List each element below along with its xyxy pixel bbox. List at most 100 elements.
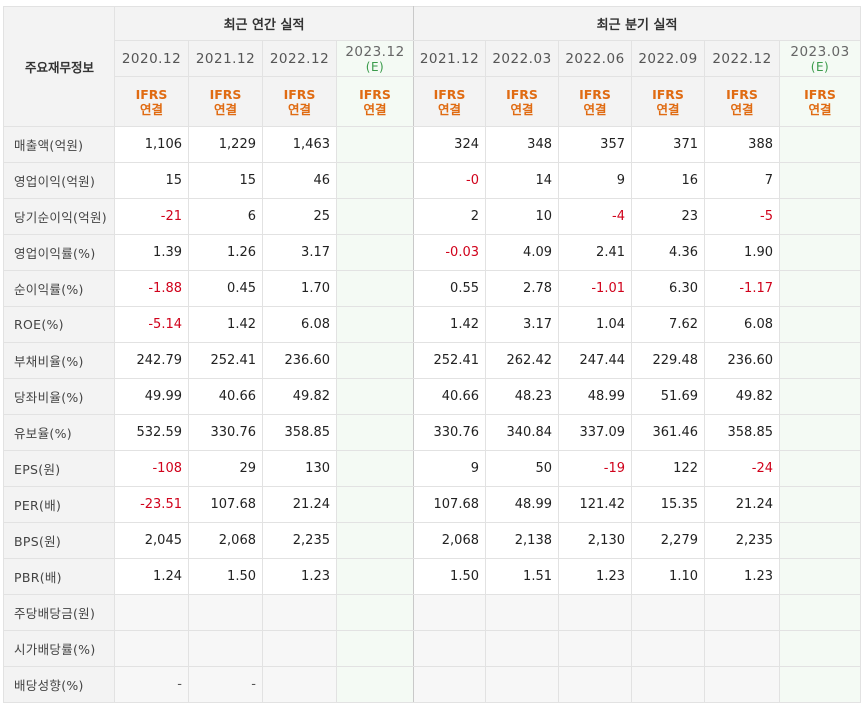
value-cell: -5: [704, 198, 780, 235]
value-cell: [262, 666, 337, 703]
basis-standard: IFRS: [579, 86, 611, 102]
value-cell: 49.99: [114, 378, 189, 415]
value-cell: 1.10: [631, 558, 705, 595]
value-cell: 337.09: [558, 414, 632, 451]
period-year: 2020.12: [121, 50, 182, 67]
value-cell: [778, 378, 862, 415]
period-header: 2023.12 (E): [336, 40, 414, 77]
table-row: PER(배) -23.51 107.68 21.24 107.68 48.99 121.42…: [3, 486, 862, 523]
value-cell: [704, 666, 780, 703]
value-cell: 15.35: [631, 486, 705, 523]
value-cell: -0.03: [413, 234, 486, 271]
value-cell: 361.46: [631, 414, 705, 451]
value-cell: 236.60: [704, 342, 780, 379]
value-cell: 1,229: [188, 126, 263, 163]
value-cell: 242.79: [114, 342, 189, 379]
value-cell: [114, 630, 189, 667]
estimate-marker: (E): [365, 59, 385, 74]
value-cell: 51.69: [631, 378, 705, 415]
row-label: ROE(%): [3, 306, 115, 343]
value-cell: 330.76: [413, 414, 486, 451]
value-cell: 1.23: [704, 558, 780, 595]
basis-standard: IFRS: [359, 86, 391, 102]
value-cell: [778, 486, 862, 523]
value-cell: 229.48: [631, 342, 705, 379]
accounting-basis: IFRS 연결: [336, 76, 414, 127]
value-cell: [336, 486, 414, 523]
basis-standard: IFRS: [652, 86, 684, 102]
value-cell: [778, 162, 862, 199]
value-cell: 2,045: [114, 522, 189, 559]
value-cell: 21.24: [262, 486, 337, 523]
value-cell: [778, 630, 862, 667]
value-cell: [558, 594, 632, 631]
value-cell: [778, 666, 862, 703]
value-cell: 6.08: [262, 306, 337, 343]
table-row: ROE(%) -5.14 1.42 6.08 1.42 3.17 1.04 7.62 6.08: [3, 306, 862, 343]
table-row: 매출액(억원) 1,106 1,229 1,463 324 348 357 371 388: [3, 126, 862, 163]
value-cell: [778, 522, 862, 559]
value-cell: -23.51: [114, 486, 189, 523]
value-cell: [704, 594, 780, 631]
basis-standard: IFRS: [804, 86, 836, 102]
value-cell: [188, 630, 263, 667]
table-row: 영업이익률(%) 1.39 1.26 3.17 -0.03 4.09 2.41 4.36 1.9…: [3, 234, 862, 271]
value-cell: 40.66: [413, 378, 486, 415]
accounting-basis: IFRS 연결: [114, 76, 189, 127]
value-cell: 1.23: [558, 558, 632, 595]
period-year: 2023.03: [790, 43, 850, 60]
basis-scope: 연결: [363, 101, 387, 117]
value-cell: 0.55: [413, 270, 486, 307]
value-cell: 2,235: [262, 522, 337, 559]
period-header: 2022.12: [704, 40, 780, 77]
value-cell: [778, 594, 862, 631]
value-cell: [778, 306, 862, 343]
accounting-basis: IFRS 연결: [413, 76, 486, 127]
value-cell: [336, 198, 414, 235]
value-cell: 16: [631, 162, 705, 199]
period-year: 2023.12: [345, 43, 405, 60]
value-cell: [262, 630, 337, 667]
table-row: 주당배당금(원): [3, 594, 862, 631]
value-cell: [485, 594, 559, 631]
row-label: 부채비율(%): [3, 342, 115, 379]
value-cell: [778, 414, 862, 451]
quarter-group-header: 최근 분기 실적: [412, 6, 862, 41]
row-label: 순이익률(%): [3, 270, 115, 307]
table-row: PBR(배) 1.24 1.50 1.23 1.50 1.51 1.23 1.10 1.23: [3, 558, 862, 595]
row-label: PBR(배): [3, 558, 115, 595]
table-row: 당좌비율(%) 49.99 40.66 49.82 40.66 48.23 48.99 51.…: [3, 378, 862, 415]
value-cell: 9: [413, 450, 486, 487]
value-cell: [336, 126, 414, 163]
value-cell: [485, 630, 559, 667]
value-cell: 0.45: [188, 270, 263, 307]
value-cell: 4.09: [485, 234, 559, 271]
value-cell: [336, 594, 414, 631]
value-cell: 48.99: [485, 486, 559, 523]
table-row: 영업이익(억원) 15 15 46 -0 14 9 16 7: [3, 162, 862, 199]
value-cell: [336, 522, 414, 559]
value-cell: 6: [188, 198, 263, 235]
value-cell: 3.17: [262, 234, 337, 271]
row-label: 시가배당률(%): [3, 630, 115, 667]
value-cell: 1.90: [704, 234, 780, 271]
period-year: 2022.03: [492, 50, 552, 67]
annual-group-header: 최근 연간 실적: [114, 6, 414, 41]
value-cell: 2,235: [704, 522, 780, 559]
value-cell: 2.41: [558, 234, 632, 271]
basis-standard: IFRS: [135, 86, 168, 102]
value-cell: 10: [485, 198, 559, 235]
value-cell: -4: [558, 198, 632, 235]
value-cell: [336, 342, 414, 379]
row-label: 유보율(%): [3, 414, 115, 451]
row-label: 주당배당금(원): [3, 594, 115, 631]
financial-table: 주요재무정보 최근 연간 실적 최근 분기 실적 2020.12 2021.12 2…: [3, 6, 862, 703]
value-cell: -19: [558, 450, 632, 487]
value-cell: 1.24: [114, 558, 189, 595]
value-cell: [413, 630, 486, 667]
value-cell: 1,463: [262, 126, 337, 163]
row-label: BPS(원): [3, 522, 115, 559]
basis-standard: IFRS: [433, 86, 466, 102]
basis-scope: 연결: [437, 101, 461, 117]
value-cell: [336, 414, 414, 451]
